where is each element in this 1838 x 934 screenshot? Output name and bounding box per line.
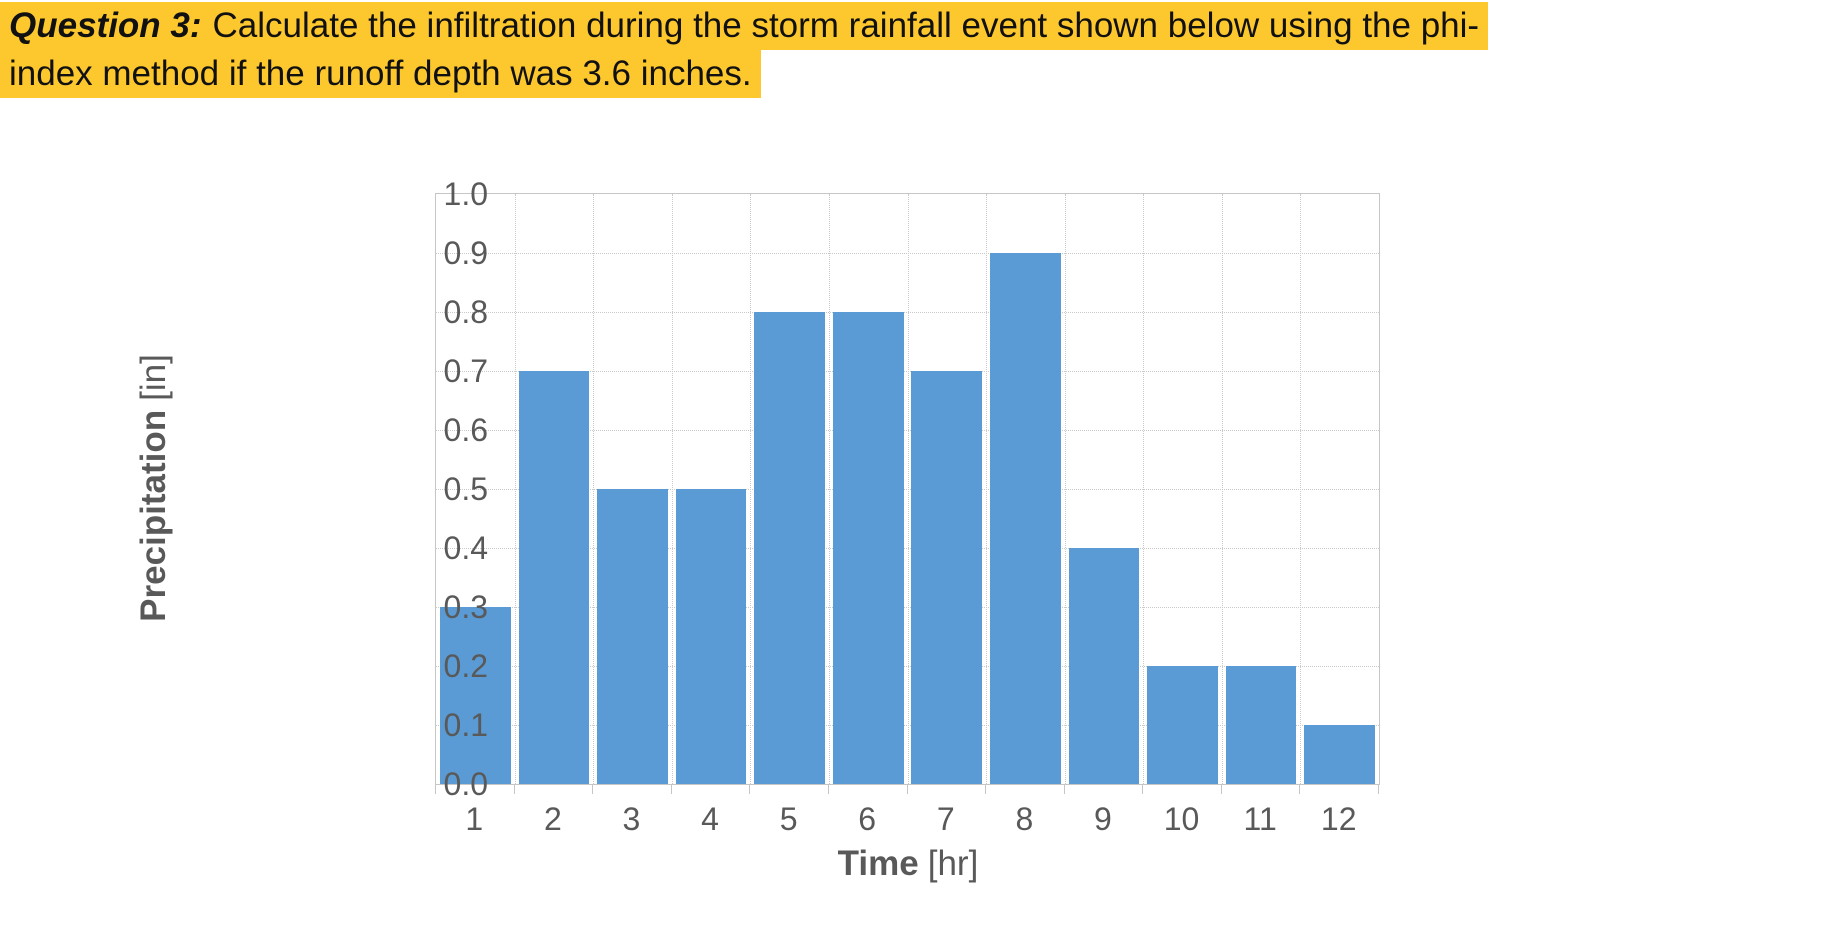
question-text: Question 3: Calculate the infiltration du… <box>0 2 1489 98</box>
x-axis-tick <box>906 785 908 794</box>
x-axis-tick <box>1142 785 1144 794</box>
y-tick-label: 1.0 <box>443 176 488 212</box>
question-line-1-text: Calculate the infiltration during the st… <box>212 6 1480 45</box>
bar-hour-8 <box>990 253 1061 784</box>
question-line-2: index method if the runoff depth was 3.6… <box>0 50 1488 98</box>
y-tick-label: 0.3 <box>443 589 488 625</box>
x-tick-label: 7 <box>936 801 955 837</box>
bar-hour-9 <box>1068 548 1140 784</box>
x-axis-tick <box>513 785 515 794</box>
x-tick-label: 9 <box>1094 801 1112 837</box>
v-gridline <box>828 194 830 784</box>
bar-hour-3 <box>597 489 668 784</box>
x-axis-title-word: Time <box>837 844 919 883</box>
question-label: Question 3: <box>9 6 202 45</box>
x-tick-label: 6 <box>858 801 877 837</box>
bar-hour-12 <box>1304 725 1376 784</box>
x-axis-tick <box>1378 785 1379 794</box>
x-axis-tick <box>749 785 751 794</box>
question-line-2-text: index method if the runoff depth was 3.6… <box>9 54 752 93</box>
x-axis-tick <box>435 785 436 794</box>
bar-hour-1 <box>439 607 511 784</box>
y-axis-title-word: Precipitation <box>134 409 173 622</box>
x-tick-label: 2 <box>543 801 562 837</box>
y-tick-label: 0.1 <box>443 707 488 743</box>
bar-hour-7 <box>911 371 983 784</box>
bar-hour-4 <box>675 489 747 784</box>
x-tick-label: 8 <box>1015 801 1034 837</box>
y-axis-title-unit: [in] <box>134 354 173 401</box>
v-gridline <box>750 194 752 784</box>
v-gridline <box>907 194 909 784</box>
bar-hour-5 <box>754 312 825 784</box>
question-line-1: Question 3: Calculate the infiltration du… <box>0 2 1489 50</box>
y-tick-label: 0.9 <box>443 235 488 271</box>
x-tick-label: 10 <box>1163 801 1200 837</box>
y-tick-label: 0.7 <box>443 353 488 389</box>
y-tick-label: 0.0 <box>443 766 488 802</box>
x-axis-tick <box>670 785 672 794</box>
bar-hour-11 <box>1225 666 1297 784</box>
v-gridline <box>1300 194 1302 784</box>
y-tick-label: 0.8 <box>443 294 488 330</box>
x-tick-label: 5 <box>779 801 798 837</box>
v-gridline <box>593 194 595 784</box>
y-tick-label: 0.5 <box>443 471 488 507</box>
y-axis-title: Precipitation [in] <box>134 238 180 738</box>
x-axis-title-unit: [hr] <box>927 844 979 883</box>
x-tick-label: 1 <box>465 801 484 837</box>
x-axis-tick <box>592 785 594 794</box>
x-axis-tick <box>985 785 987 794</box>
x-tick-label: 11 <box>1243 801 1277 837</box>
bar-hour-10 <box>1147 666 1218 784</box>
x-axis-tick <box>1063 785 1065 794</box>
v-gridline <box>1143 194 1145 784</box>
x-axis-tick <box>827 785 829 794</box>
x-axis-tick <box>1220 785 1222 794</box>
highlight-band: index method if the runoff depth was 3.6… <box>0 50 761 98</box>
v-gridline <box>986 194 988 784</box>
x-tick-label: 3 <box>622 801 641 837</box>
x-tick-label: 12 <box>1320 801 1357 837</box>
y-tick-label: 0.2 <box>443 648 488 684</box>
plot-area <box>435 193 1380 785</box>
bar-hour-2 <box>518 371 590 784</box>
y-tick-label: 0.4 <box>443 530 488 566</box>
v-gridline <box>671 194 673 784</box>
v-gridline <box>1221 194 1223 784</box>
v-gridline <box>514 194 516 784</box>
x-axis-tick <box>1299 785 1301 794</box>
x-axis-title: Time [hr] <box>757 844 1059 884</box>
v-gridline <box>1064 194 1066 784</box>
y-tick-label: 0.6 <box>443 412 488 448</box>
highlight-band: Question 3: Calculate the infiltration du… <box>0 2 1489 50</box>
x-tick-label: 4 <box>701 801 719 837</box>
bar-hour-6 <box>832 312 904 784</box>
